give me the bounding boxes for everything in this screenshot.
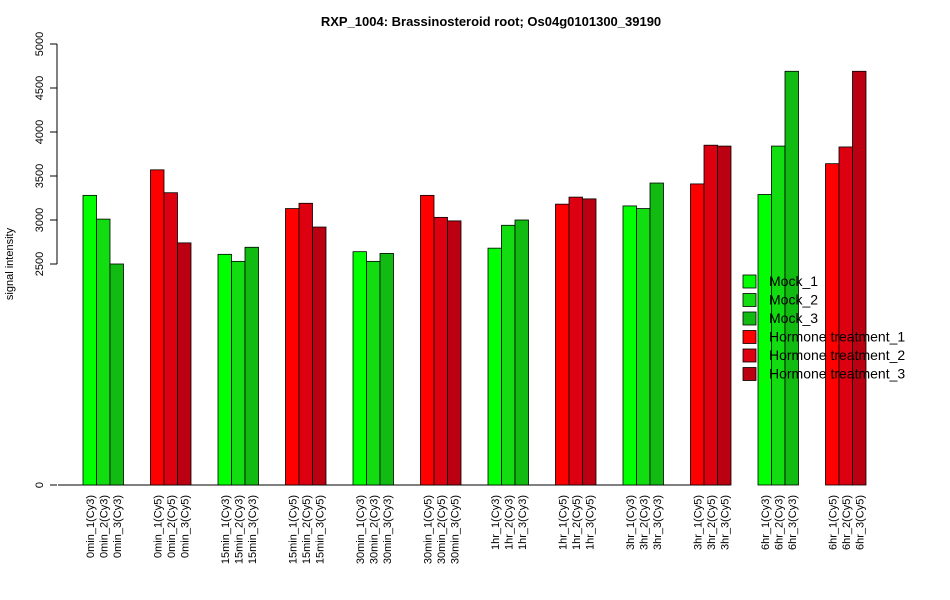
y-tick-label: 5000 bbox=[34, 32, 46, 56]
bar bbox=[150, 169, 165, 486]
legend-label: Mock_3 bbox=[769, 310, 818, 326]
bar bbox=[433, 216, 448, 486]
legend-label: Hormone treatment_1 bbox=[769, 329, 905, 345]
bar bbox=[217, 253, 232, 486]
category-label: 0min_2(Cy3) bbox=[98, 495, 110, 558]
bar bbox=[312, 226, 327, 486]
category-label: 15min_1(Cy5) bbox=[287, 495, 299, 564]
bar bbox=[285, 208, 300, 486]
bar bbox=[96, 218, 111, 486]
category-label: 1hr_2(Cy5) bbox=[571, 495, 583, 550]
category-label: 3hr_2(Cy3) bbox=[638, 495, 650, 550]
category-label: 6hr_3(Cy3) bbox=[787, 495, 799, 550]
legend-label: Mock_2 bbox=[769, 292, 818, 308]
bar bbox=[622, 205, 637, 486]
category-label: 15min_1(Cy3) bbox=[220, 495, 232, 564]
y-tick-label: 0 bbox=[34, 482, 46, 488]
legend-swatch bbox=[742, 311, 757, 326]
bar bbox=[231, 260, 246, 486]
legend-swatch bbox=[742, 348, 757, 363]
bar bbox=[366, 260, 381, 486]
category-label: 30min_3(Cy3) bbox=[382, 495, 394, 564]
category-label: 6hr_2(Cy3) bbox=[773, 495, 785, 550]
bar bbox=[852, 70, 867, 486]
y-tick-label: 2500 bbox=[34, 252, 46, 276]
bar bbox=[649, 182, 664, 486]
bar bbox=[555, 203, 570, 486]
y-tick-label: 4500 bbox=[34, 76, 46, 100]
bar bbox=[163, 192, 178, 486]
category-label: 1hr_3(Cy3) bbox=[517, 495, 529, 550]
category-label: 0min_1(Cy3) bbox=[85, 495, 97, 558]
category-label: 30min_1(Cy5) bbox=[422, 495, 434, 564]
legend-swatch bbox=[742, 330, 757, 344]
category-label: 15min_3(Cy3) bbox=[247, 495, 259, 564]
legend-label: Hormone treatment_2 bbox=[769, 347, 905, 363]
category-label: 30min_3(Cy5) bbox=[449, 495, 461, 564]
category-label: 6hr_1(Cy5) bbox=[827, 495, 839, 550]
category-label: 30min_1(Cy3) bbox=[355, 495, 367, 564]
chart-title: RXP_1004: Brassinosteroid root; Os04g010… bbox=[321, 14, 661, 29]
bar bbox=[784, 70, 799, 486]
category-label: 6hr_3(Cy5) bbox=[854, 495, 866, 550]
category-label: 3hr_1(Cy5) bbox=[692, 495, 704, 550]
bar bbox=[298, 202, 313, 486]
category-label: 1hr_1(Cy3) bbox=[490, 495, 502, 550]
legend-swatch bbox=[742, 293, 757, 307]
category-label: 3hr_3(Cy5) bbox=[719, 495, 731, 550]
bar bbox=[177, 242, 192, 486]
y-tick-label: 4000 bbox=[34, 120, 46, 144]
bar bbox=[582, 198, 597, 486]
category-label: 1hr_3(Cy5) bbox=[584, 495, 596, 550]
y-axis-label: signal intensity bbox=[4, 227, 16, 300]
legend-swatch bbox=[742, 274, 757, 289]
category-label: 3hr_3(Cy3) bbox=[652, 495, 664, 550]
category-label: 15min_2(Cy3) bbox=[233, 495, 245, 564]
bar bbox=[487, 247, 502, 486]
bar bbox=[447, 220, 462, 486]
legend-swatch bbox=[742, 367, 757, 381]
y-tick-label: 3500 bbox=[34, 164, 46, 188]
legend-label: Mock_1 bbox=[769, 273, 818, 289]
bar bbox=[690, 183, 705, 486]
category-label: 30min_2(Cy5) bbox=[436, 495, 448, 564]
legend-label: Hormone treatment_3 bbox=[769, 366, 905, 382]
bar bbox=[568, 196, 583, 486]
category-label: 6hr_2(Cy5) bbox=[841, 495, 853, 550]
bar bbox=[82, 194, 97, 486]
bar bbox=[352, 251, 367, 486]
bar bbox=[838, 146, 853, 486]
category-label: 15min_2(Cy5) bbox=[301, 495, 313, 564]
category-label: 0min_3(Cy3) bbox=[112, 495, 124, 558]
bar bbox=[501, 224, 516, 486]
y-tick-label: 3000 bbox=[34, 208, 46, 232]
bar bbox=[825, 163, 840, 486]
legend: Mock_1 Mock_2 Mock_3 Hormone treatment_1 Hor… bbox=[742, 273, 905, 382]
category-label: 3hr_2(Cy5) bbox=[706, 495, 718, 550]
bar bbox=[379, 253, 394, 486]
category-label: 0min_1(Cy5) bbox=[152, 495, 164, 558]
bars bbox=[82, 70, 867, 486]
category-label: 15min_3(Cy5) bbox=[314, 495, 326, 564]
bar bbox=[109, 263, 124, 486]
bar bbox=[420, 194, 435, 486]
category-labels: 0min_1(Cy3) 0min_2(Cy3) 0min_3(Cy3) 0min_1(… bbox=[85, 495, 867, 564]
category-label: 3hr_1(Cy3) bbox=[625, 495, 637, 550]
bar bbox=[514, 219, 529, 486]
bar bbox=[717, 145, 732, 486]
category-label: 0min_3(Cy5) bbox=[179, 495, 191, 558]
category-label: 6hr_1(Cy3) bbox=[760, 495, 772, 550]
y-axis: 0 2500 3000 3500 4000 4500 5000 bbox=[34, 32, 730, 488]
bar bbox=[636, 208, 651, 486]
category-label: 1hr_2(Cy3) bbox=[503, 495, 515, 550]
category-label: 0min_2(Cy5) bbox=[166, 495, 178, 558]
category-label: 1hr_1(Cy5) bbox=[557, 495, 569, 550]
bar bbox=[703, 144, 718, 486]
category-label: 30min_2(Cy3) bbox=[368, 495, 380, 564]
bar bbox=[244, 246, 259, 486]
